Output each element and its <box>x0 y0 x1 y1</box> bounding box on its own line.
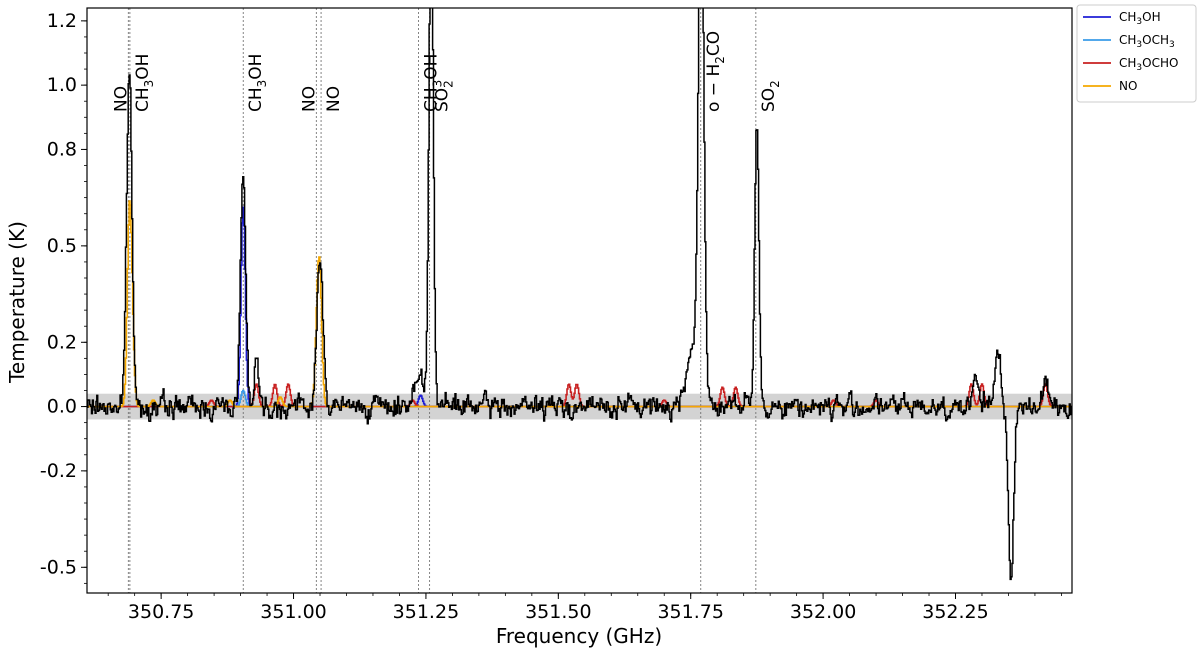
series-no <box>87 200 1072 408</box>
line-label: o − H2CO <box>704 31 727 112</box>
y-tick-label: -0.5 <box>40 556 77 578</box>
legend-label: CH3OCH3 <box>1119 33 1175 50</box>
legend-label: NO <box>1119 79 1137 93</box>
x-tick-label: 350.75 <box>128 601 194 623</box>
observed-spectrum <box>87 8 1072 581</box>
x-tick-label: 351.00 <box>260 601 326 623</box>
series-ch3oh <box>87 206 1072 408</box>
x-axis-title: Frequency (GHz) <box>496 624 662 648</box>
plot-area <box>87 8 1072 593</box>
y-tick-label: 0.2 <box>47 331 77 353</box>
y-axis-title: Temperature (K) <box>5 221 29 384</box>
plot-frame <box>86 7 1073 594</box>
x-tick-label: 351.75 <box>657 601 723 623</box>
x-tick-label: 352.00 <box>790 601 856 623</box>
x-tick-label: 351.25 <box>393 601 459 623</box>
line-label: CH3OH <box>133 54 156 112</box>
line-label: NO <box>324 86 344 112</box>
y-tick-label: 1.2 <box>47 10 77 32</box>
legend-label: CH3OH <box>1119 10 1161 27</box>
y-tick-label: 0.8 <box>47 138 77 160</box>
x-tick-label: 351.50 <box>525 601 591 623</box>
line-label: NO <box>111 86 131 112</box>
legend-box <box>1076 4 1197 103</box>
y-tick-label: 1.0 <box>47 74 77 96</box>
line-label: NO <box>299 86 319 112</box>
y-tick-label: -0.2 <box>40 460 77 482</box>
axes: 350.75 351.00 351.25 351.50 351.75 352.00 352.… <box>40 7 1073 623</box>
line-label: SO2 <box>759 80 782 112</box>
x-tick-label: 352.25 <box>922 601 988 623</box>
y-tick-label: 0.5 <box>47 235 77 257</box>
line-label: CH3OH <box>246 54 269 112</box>
line-label: CH3OH <box>422 54 445 112</box>
line-label: SO2 <box>433 80 456 112</box>
plot-clip-group <box>87 8 1072 593</box>
y-tick-label: 0.0 <box>47 396 77 418</box>
legend-label: CH3OCHO <box>1119 56 1178 73</box>
legend: CH3OH CH3OCH3 CH3OCHO NO <box>1076 4 1197 103</box>
